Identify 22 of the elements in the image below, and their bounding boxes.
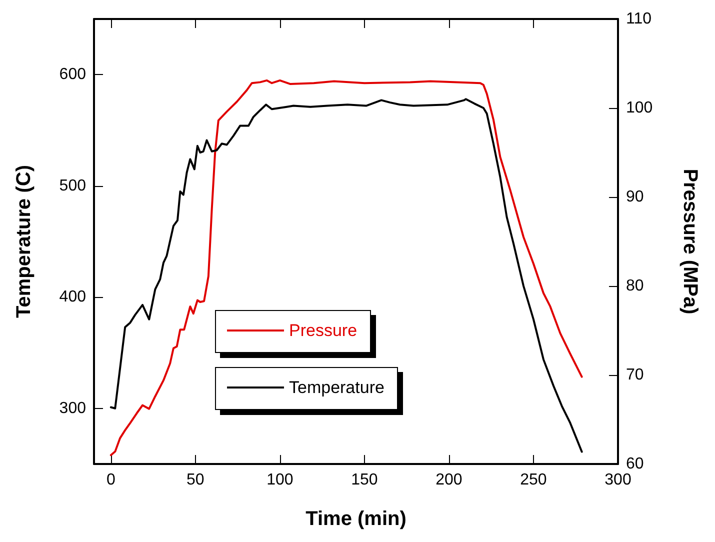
y2-tick-label: 100 <box>626 100 653 116</box>
y-axis-title: Temperature (C) <box>13 165 35 318</box>
y2-tick-label: 70 <box>626 366 644 384</box>
y-tick-label: 600 <box>59 66 86 84</box>
x-tick-label: 300 <box>604 472 632 488</box>
x-tick-label: 0 <box>106 472 116 488</box>
legend-label: Temperature <box>289 378 384 397</box>
legend-label: Pressure <box>289 321 358 340</box>
x-tick-label: 200 <box>436 472 462 488</box>
x-axis-title: Time (min) <box>306 508 406 530</box>
x-tick-label: 50 <box>186 472 204 488</box>
x-tick-label: 150 <box>351 472 378 488</box>
y2-tick-label: 110 <box>626 10 652 28</box>
x-tick-label: 250 <box>520 472 547 488</box>
y2-tick-label: 60 <box>626 456 644 472</box>
y2-axis-title: Pressure (MPa) <box>679 168 701 314</box>
y2-tick-label: 80 <box>626 278 644 294</box>
y-tick-label: 500 <box>59 177 86 194</box>
x-tick-label: 100 <box>266 472 294 488</box>
y2-tick-label: 90 <box>626 188 644 206</box>
y-tick-label: 400 <box>59 288 86 306</box>
y-tick-label: 300 <box>59 400 86 417</box>
